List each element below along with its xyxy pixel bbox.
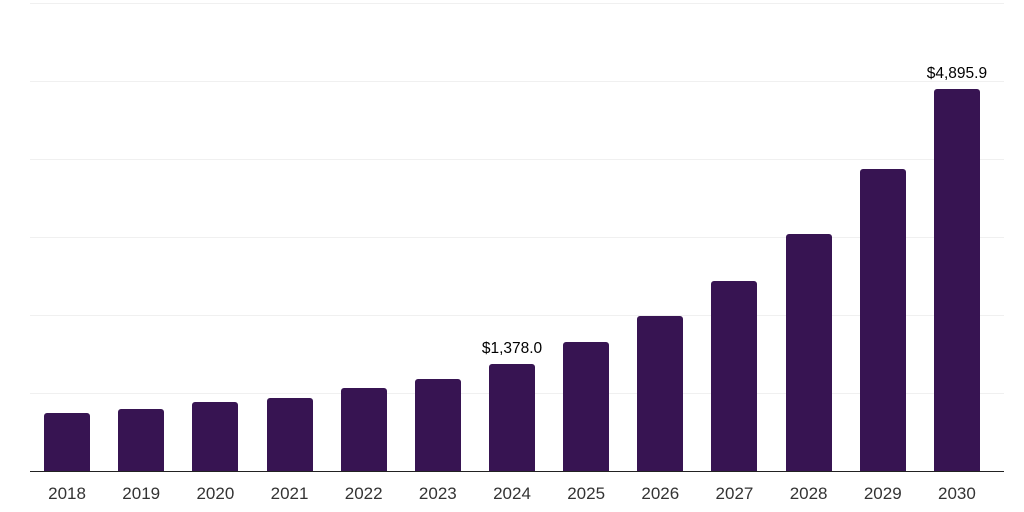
bar-2030[interactable] bbox=[933, 89, 980, 471]
gridline-2000 bbox=[30, 315, 1004, 316]
x-axis-label-2024: 2024 bbox=[493, 484, 531, 503]
bar-2024[interactable] bbox=[489, 363, 535, 471]
bar-2026[interactable] bbox=[637, 315, 684, 471]
x-axis-label-2028: 2028 bbox=[789, 484, 828, 503]
x-axis-label-2027: 2027 bbox=[715, 484, 754, 503]
x-axis-label-2025: 2025 bbox=[567, 484, 606, 503]
gridline-4000 bbox=[30, 159, 1004, 160]
data-label-2024: $1,378.0 bbox=[481, 339, 543, 357]
bar-2025[interactable] bbox=[563, 342, 610, 471]
x-axis-label-2022: 2022 bbox=[344, 484, 383, 503]
x-axis-label-2029: 2029 bbox=[863, 484, 902, 503]
x-axis-label-2026: 2026 bbox=[641, 484, 680, 503]
x-axis-label-2019: 2019 bbox=[122, 484, 161, 503]
x-axis-label-2020: 2020 bbox=[196, 484, 235, 503]
x-axis-line bbox=[30, 471, 1004, 472]
bar-2020[interactable] bbox=[192, 402, 239, 471]
x-axis-label-2030: 2030 bbox=[938, 484, 976, 503]
bar-2023[interactable] bbox=[414, 378, 461, 471]
gridline-3000 bbox=[30, 237, 1004, 238]
data-label-2030: $4,895.9 bbox=[926, 65, 988, 83]
x-axis-label-2018: 2018 bbox=[48, 484, 86, 503]
bar-2018[interactable] bbox=[44, 412, 91, 471]
x-axis-label-2021: 2021 bbox=[270, 484, 309, 503]
bar-2021[interactable] bbox=[266, 397, 313, 471]
bar-2028[interactable] bbox=[785, 233, 832, 471]
bar-2029[interactable] bbox=[859, 169, 906, 471]
gridline-5000 bbox=[30, 81, 1004, 82]
gridline-6000 bbox=[30, 3, 1004, 4]
bar-2022[interactable] bbox=[340, 387, 387, 471]
bar-2019[interactable] bbox=[118, 409, 165, 471]
x-axis-label-2023: 2023 bbox=[418, 484, 457, 503]
bar-2027[interactable] bbox=[711, 280, 758, 471]
